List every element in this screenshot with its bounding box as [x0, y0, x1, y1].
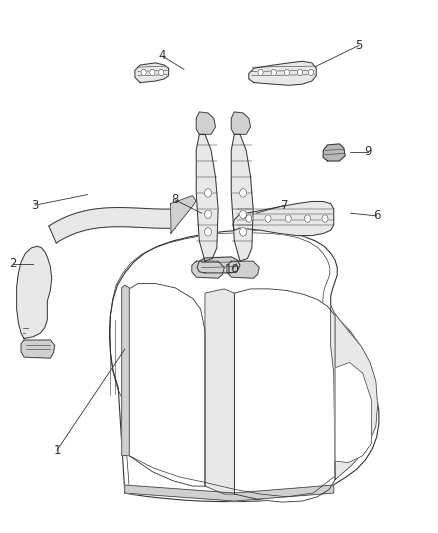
Circle shape: [284, 69, 290, 76]
Polygon shape: [170, 196, 196, 233]
Polygon shape: [231, 112, 251, 134]
Circle shape: [240, 189, 247, 197]
Circle shape: [150, 69, 155, 76]
Polygon shape: [249, 61, 316, 85]
Polygon shape: [21, 340, 55, 358]
Circle shape: [205, 189, 212, 197]
Text: 3: 3: [32, 199, 39, 212]
Polygon shape: [234, 289, 335, 502]
Text: 1: 1: [53, 444, 61, 457]
Polygon shape: [331, 305, 378, 480]
Polygon shape: [125, 485, 334, 501]
Circle shape: [265, 215, 271, 222]
Circle shape: [246, 215, 252, 222]
Polygon shape: [227, 261, 259, 278]
Circle shape: [240, 228, 247, 236]
Polygon shape: [17, 246, 52, 338]
Circle shape: [304, 215, 311, 222]
Circle shape: [258, 69, 263, 76]
Text: 2: 2: [9, 257, 17, 270]
Circle shape: [322, 215, 328, 222]
Circle shape: [159, 69, 164, 76]
Polygon shape: [110, 230, 379, 502]
Polygon shape: [125, 284, 205, 486]
Polygon shape: [122, 285, 129, 456]
Polygon shape: [233, 201, 334, 236]
Text: 10: 10: [225, 263, 240, 276]
Polygon shape: [205, 289, 234, 494]
Text: 5: 5: [356, 39, 363, 52]
Polygon shape: [323, 144, 345, 161]
Circle shape: [141, 69, 146, 76]
Text: 4: 4: [158, 50, 166, 62]
Circle shape: [240, 210, 247, 219]
Polygon shape: [196, 134, 218, 261]
Circle shape: [205, 228, 212, 236]
Text: 7: 7: [281, 199, 289, 212]
Circle shape: [285, 215, 291, 222]
Text: 9: 9: [364, 146, 372, 158]
Circle shape: [271, 69, 276, 76]
Circle shape: [205, 210, 212, 219]
Polygon shape: [231, 134, 253, 261]
Circle shape: [308, 69, 314, 76]
Polygon shape: [197, 257, 240, 273]
Polygon shape: [135, 63, 169, 83]
Polygon shape: [196, 112, 215, 134]
Polygon shape: [335, 362, 371, 463]
Text: 6: 6: [373, 209, 381, 222]
Circle shape: [297, 69, 303, 76]
Polygon shape: [49, 207, 176, 243]
Text: 8: 8: [172, 193, 179, 206]
Polygon shape: [192, 261, 224, 278]
